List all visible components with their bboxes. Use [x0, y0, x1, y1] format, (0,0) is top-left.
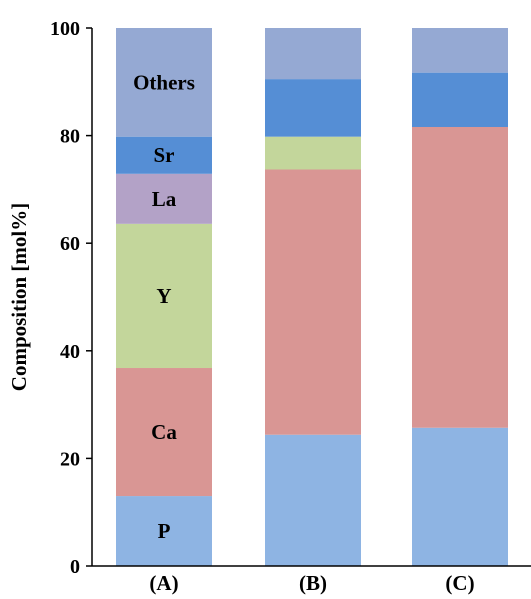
y-axis-title: Composition [mol%]	[7, 203, 31, 391]
segment-label-la: La	[152, 187, 177, 211]
bar-segment-p-2	[412, 427, 508, 566]
x-tick-label: (B)	[299, 571, 327, 595]
bar-segment-ca-1	[265, 169, 361, 435]
bar-segment-sr-2	[412, 72, 508, 127]
x-tick-label: (C)	[445, 571, 474, 595]
bar-segment-ca-0	[116, 368, 212, 497]
segment-label-p: P	[158, 519, 171, 543]
y-tick-label: 0	[70, 556, 80, 578]
y-tick-label: 80	[60, 126, 80, 148]
y-ticks-layer: 0 20 40 60 80 100	[50, 18, 92, 578]
y-tick-label: 20	[60, 448, 80, 470]
bar-segment-la-0	[116, 173, 212, 224]
axes-layer	[91, 28, 531, 567]
bar-segment-others-1	[265, 28, 361, 80]
bar-segment-sr-0	[116, 136, 212, 174]
y-tick-label: 40	[60, 341, 80, 363]
y-tick-label: 100	[50, 18, 80, 40]
bar-segment-others-2	[412, 28, 508, 73]
bar-segment-y-1	[265, 136, 361, 170]
bars-layer: P Ca Y La Sr Others	[116, 28, 508, 566]
y-tick-label: 60	[60, 233, 80, 255]
bar-segment-sr-1	[265, 79, 361, 137]
segment-label-sr: Sr	[154, 143, 175, 167]
x-tick-label: (A)	[149, 571, 178, 595]
bar-segment-ca-2	[412, 126, 508, 428]
bar-segment-p-1	[265, 434, 361, 566]
bar-segment-others-0	[116, 28, 212, 137]
bar-segment-p-0	[116, 496, 212, 566]
segment-label-y: Y	[156, 284, 171, 308]
x-labels-layer: (A) (B) (C)	[149, 571, 474, 595]
segment-label-others: Others	[133, 70, 195, 94]
segment-label-ca: Ca	[151, 420, 177, 444]
bar-segment-y-0	[116, 223, 212, 369]
